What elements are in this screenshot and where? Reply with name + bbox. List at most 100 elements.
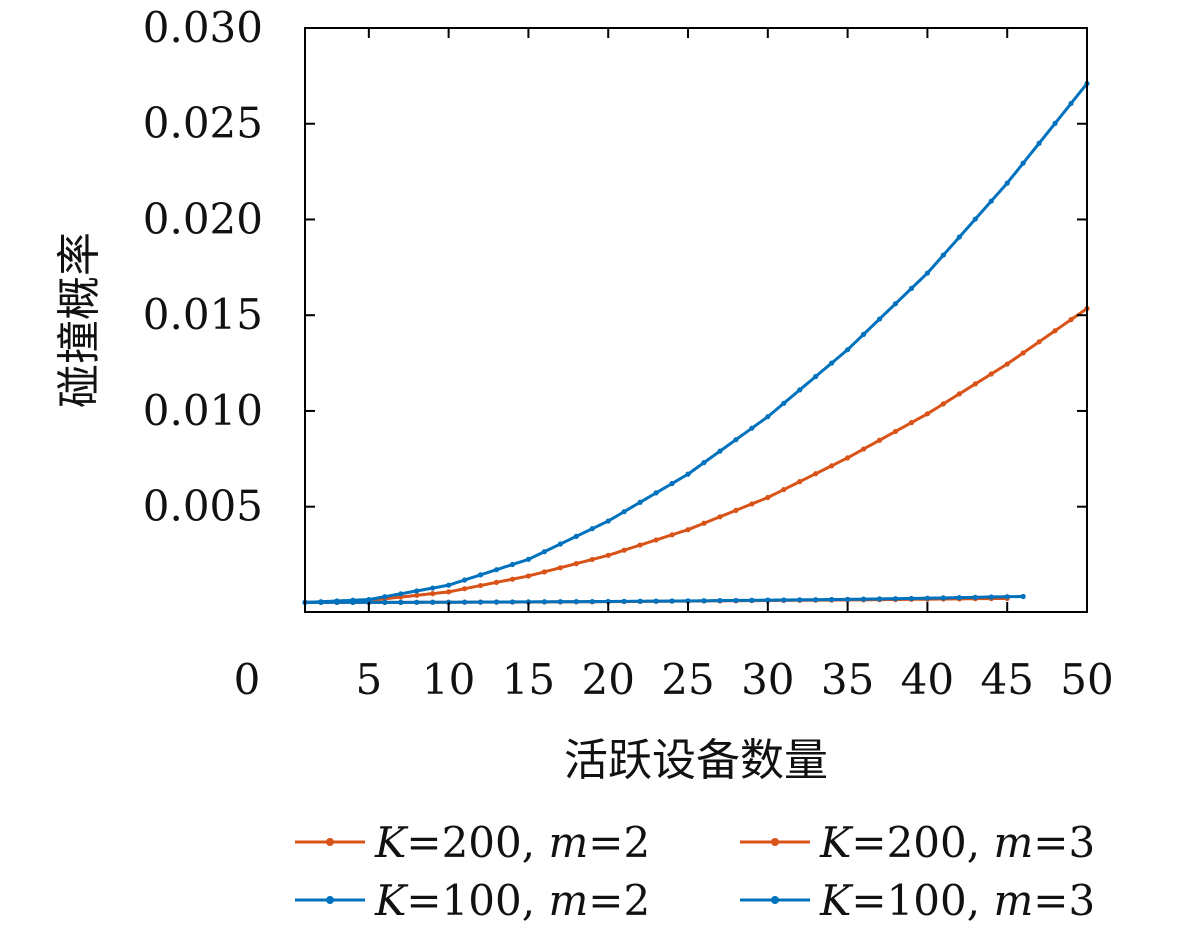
data-point [589, 526, 595, 532]
series-1 [302, 305, 1090, 606]
x-tick-label: 50 [1060, 655, 1113, 704]
data-point [605, 552, 611, 558]
data-point [1020, 350, 1026, 356]
y-tick-label: 0.015 [143, 290, 263, 339]
data-point [797, 479, 803, 485]
data-point [1036, 339, 1042, 345]
data-point [446, 589, 452, 595]
x-axis: 0 5 10 15 20 25 30 35 40 45 50 [234, 28, 1114, 704]
data-point [430, 599, 436, 605]
data-point [908, 285, 915, 292]
data-point [813, 373, 819, 380]
data-point [781, 400, 787, 406]
data-point [701, 598, 707, 604]
data-point [477, 572, 484, 578]
y-tick-label: 0.025 [143, 99, 263, 148]
legend-marker [326, 838, 334, 846]
data-point [988, 371, 994, 377]
data-point [972, 594, 978, 600]
legend-label-part: m [548, 876, 588, 925]
data-point [637, 542, 643, 548]
y-tick-label: 0.005 [143, 482, 263, 531]
data-point [414, 592, 420, 598]
data-point [924, 411, 931, 417]
data-point [860, 446, 867, 452]
data-point [493, 599, 500, 605]
data-point [781, 597, 787, 603]
x-tick-label: 30 [741, 655, 794, 704]
series-3 [302, 80, 1090, 606]
data-point [956, 391, 962, 397]
data-point [1052, 120, 1058, 126]
data-point [525, 599, 532, 605]
data-point [1068, 100, 1074, 107]
data-point [956, 595, 962, 601]
data-point [605, 598, 611, 605]
legend-label-part: =3 [1033, 818, 1095, 867]
legend-item: K=100, m=2 [295, 876, 650, 925]
legend-label-part: m [993, 818, 1033, 867]
data-point [589, 598, 595, 605]
data-point [892, 428, 899, 435]
data-point [685, 471, 691, 477]
data-point [876, 596, 883, 602]
data-point [733, 507, 739, 513]
series-line [305, 594, 1024, 604]
data-point [685, 527, 691, 533]
data-point [382, 594, 388, 600]
x-tick-label: 15 [502, 655, 555, 704]
data-point [956, 234, 962, 240]
legend-label-part: K [819, 818, 854, 867]
data-point [924, 270, 931, 276]
legend: K=200, m=2 K=200, m=3K=100, m=2 K=100, m=3 [295, 818, 1095, 925]
legend-item: K=200, m=3 [740, 818, 1095, 867]
legend-label-part: K [374, 876, 409, 925]
data-point [669, 598, 675, 604]
data-point [637, 598, 643, 604]
data-point [940, 252, 946, 258]
data-point [318, 599, 324, 606]
data-point [845, 596, 851, 602]
legend-label-part: K [819, 876, 854, 925]
data-point [845, 455, 851, 461]
data-point [733, 597, 739, 604]
data-point [509, 599, 516, 605]
data-point [892, 596, 899, 602]
legend-label-part: m [993, 876, 1033, 925]
data-point [557, 599, 563, 605]
data-point [813, 471, 819, 477]
y-tick-label: 0.020 [143, 194, 263, 243]
x-tick-label: 20 [581, 655, 634, 704]
data-point [493, 567, 500, 573]
legend-label-part: =200, [851, 818, 993, 867]
data-point [573, 599, 579, 605]
data-point [350, 599, 356, 606]
data-point [430, 585, 436, 591]
data-point [461, 577, 468, 583]
data-point [398, 599, 404, 605]
data-point [988, 594, 994, 600]
data-point [398, 591, 404, 597]
data-point [685, 598, 691, 604]
data-point [940, 401, 946, 407]
x-tick-label: 45 [980, 655, 1033, 704]
data-point [749, 425, 755, 431]
data-point [781, 486, 787, 493]
legend-item: K=200, m=2 [295, 818, 650, 867]
data-point [797, 597, 803, 603]
data-point [733, 437, 739, 443]
data-point [382, 599, 388, 605]
legend-label: K=100, m=3 [819, 876, 1095, 925]
data-point [765, 494, 771, 501]
data-point [621, 547, 627, 553]
data-point [876, 316, 883, 322]
data-point [525, 556, 532, 562]
data-point [908, 595, 915, 602]
x-tick-label: 35 [821, 655, 874, 704]
data-point [557, 541, 563, 547]
data-point [1020, 160, 1026, 166]
data-point [1068, 317, 1074, 323]
series-4 [302, 593, 1026, 606]
data-point [1004, 180, 1010, 186]
data-point [829, 360, 835, 366]
